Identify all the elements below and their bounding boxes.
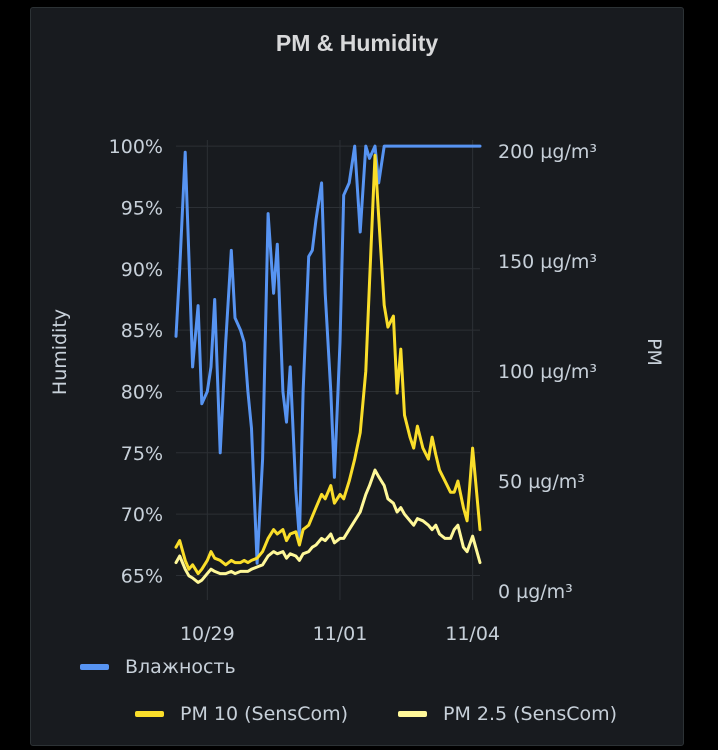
legend-swatch-pm25 (398, 711, 427, 717)
y-left-tick-label: 90% (121, 259, 163, 281)
x-tick-label: 11/01 (313, 623, 368, 645)
legend-item-pm10[interactable]: PM 10 (SensCom) (135, 703, 348, 725)
legend-item-pm25[interactable]: PM 2.5 (SensCom) (398, 703, 617, 725)
panel-title: PM & Humidity (275, 30, 439, 56)
y-left-tick-label: 65% (121, 565, 163, 587)
y-right-tick-label: 0 µg/m³ (498, 581, 573, 603)
y-right-tick-label: 150 µg/m³ (498, 251, 597, 273)
series-line-0 (174, 144, 482, 565)
legend-swatch-pm10 (135, 711, 164, 717)
legend-label-pm10: PM 10 (SensCom) (180, 703, 349, 725)
y-left-tick-label: 70% (121, 504, 163, 526)
series-line-1 (174, 153, 482, 576)
chart-panel: PM & Humidity (30, 7, 684, 746)
y-left-tick-label: 85% (121, 320, 163, 342)
y-left-tick-label: 100% (109, 136, 163, 158)
y-left-tick-label: 95% (121, 197, 163, 219)
legend-item-humidity[interactable]: Влажность (80, 656, 236, 678)
y-left-tick-label: 75% (121, 443, 163, 465)
y-left-axis-title: Humidity (49, 309, 71, 395)
series-line-2 (174, 468, 482, 584)
x-tick-label: 10/29 (180, 623, 235, 645)
legend-label-humidity: Влажность (125, 656, 236, 678)
y-left-tick-label: 80% (121, 381, 163, 403)
x-tick-label: 11/04 (445, 623, 500, 645)
y-right-tick-label: 50 µg/m³ (498, 471, 585, 493)
y-right-tick-label: 100 µg/m³ (498, 361, 597, 383)
legend-swatch-humidity (80, 664, 109, 670)
y-right-tick-label: 200 µg/m³ (498, 141, 597, 163)
y-right-axis-title: PM (643, 338, 665, 366)
legend-label-pm25: PM 2.5 (SensCom) (443, 703, 618, 725)
